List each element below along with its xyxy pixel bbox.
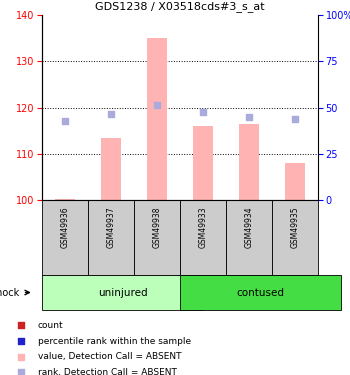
Text: rank, Detection Call = ABSENT: rank, Detection Call = ABSENT [38, 368, 177, 375]
Bar [180, 275, 341, 310]
Bar [180, 200, 226, 275]
Text: percentile rank within the sample: percentile rank within the sample [38, 336, 191, 345]
Bar [285, 163, 305, 200]
Point [200, 109, 206, 115]
Title: GDS1238 / X03518cds#3_s_at: GDS1238 / X03518cds#3_s_at [95, 2, 265, 12]
Text: shock: shock [0, 288, 20, 297]
Point [108, 111, 114, 117]
Text: GSM49936: GSM49936 [61, 206, 70, 248]
Bar [55, 199, 75, 200]
Bar [101, 138, 121, 200]
Text: count: count [38, 321, 63, 330]
Text: value, Detection Call = ABSENT: value, Detection Call = ABSENT [38, 352, 181, 361]
Text: GSM49935: GSM49935 [290, 206, 300, 248]
Text: GSM49934: GSM49934 [245, 206, 253, 248]
Bar [226, 200, 272, 275]
Bar [134, 200, 180, 275]
Bar [147, 38, 167, 200]
Point [300, 284, 306, 290]
Point [62, 118, 68, 124]
Bar [88, 200, 134, 275]
Point [246, 114, 252, 120]
Point [292, 116, 298, 122]
Text: GSM49938: GSM49938 [153, 206, 161, 248]
Text: uninjured: uninjured [98, 288, 147, 297]
Text: contused: contused [237, 288, 285, 297]
Bar [42, 275, 203, 310]
Text: GSM49933: GSM49933 [198, 206, 208, 248]
Bar [239, 124, 259, 200]
Bar [193, 126, 214, 200]
Text: GSM49937: GSM49937 [106, 206, 116, 248]
Point [300, 0, 306, 6]
Bar [272, 200, 318, 275]
Point [300, 142, 306, 148]
Bar [42, 200, 88, 275]
Point [154, 102, 160, 108]
